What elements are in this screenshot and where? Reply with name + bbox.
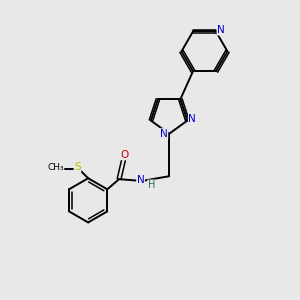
Text: O: O bbox=[120, 150, 128, 160]
Text: H: H bbox=[148, 180, 155, 190]
Text: CH₃: CH₃ bbox=[47, 164, 64, 172]
Text: N: N bbox=[160, 129, 168, 139]
Text: N: N bbox=[137, 175, 145, 185]
Text: N: N bbox=[188, 114, 196, 124]
Text: N: N bbox=[217, 25, 225, 35]
Text: S: S bbox=[74, 162, 81, 172]
